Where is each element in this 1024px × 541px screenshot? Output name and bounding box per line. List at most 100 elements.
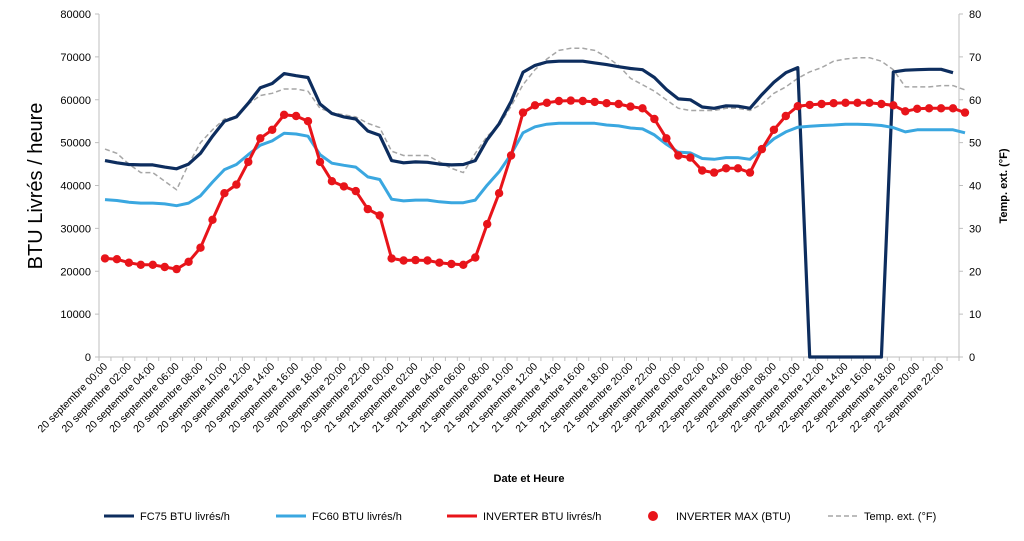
series-point: [100, 254, 110, 263]
series-point: [148, 260, 157, 269]
y2-tick-label: 0: [969, 352, 975, 364]
series-point: [913, 104, 922, 114]
y2-axis-title: Temp. ext. (°F): [998, 148, 1010, 223]
series-point: [447, 259, 456, 269]
series-point: [566, 96, 575, 105]
y2-tick-label: 70: [969, 52, 981, 64]
y-tick-label: 60000: [60, 95, 91, 107]
series-point: [542, 98, 552, 108]
series-point: [745, 168, 755, 177]
series-point: [483, 219, 492, 229]
series-point: [220, 189, 229, 198]
series-point: [590, 97, 599, 107]
y2-tick-label: 60: [969, 95, 981, 107]
legend-label: FC75 BTU livrés/h: [140, 511, 230, 523]
y2-tick-label: 20: [969, 266, 981, 278]
series-point: [256, 134, 265, 143]
y2-tick-label: 30: [969, 223, 981, 235]
series-point: [865, 98, 874, 108]
series-point: [279, 110, 289, 120]
y-tick-label: 30000: [60, 223, 91, 235]
series-point: [674, 151, 683, 160]
series-point: [901, 107, 910, 116]
series-point: [494, 189, 504, 198]
series-point: [160, 262, 169, 272]
series-point: [602, 99, 611, 108]
series-point: [698, 166, 707, 175]
x-axis-title: Date et Heure: [494, 473, 565, 485]
series-point: [232, 180, 241, 189]
series-point: [853, 98, 862, 108]
legend: FC75 BTU livrés/h FC60 BTU livrés/h INVERT…: [104, 511, 936, 523]
series-point: [733, 164, 743, 173]
y-axis-title: BTU Livrés / heure: [25, 103, 47, 270]
series-point: [626, 102, 635, 111]
y2-tick-label: 80: [969, 9, 981, 21]
series-point: [136, 260, 145, 269]
series-point: [805, 100, 814, 110]
series-point: [315, 157, 325, 167]
series-point: [375, 211, 384, 220]
series-point: [889, 101, 898, 110]
series-point: [423, 256, 432, 265]
series-point: [244, 157, 253, 167]
y2-tick-label: 50: [969, 138, 981, 150]
series-point: [793, 102, 802, 111]
series-point: [471, 253, 480, 262]
y-tick-label: 70000: [60, 52, 91, 64]
series-point: [112, 255, 122, 264]
series-point: [518, 108, 528, 117]
series-point: [578, 96, 587, 106]
series-point: [757, 144, 767, 154]
y-tick-label: 40000: [60, 181, 91, 193]
series-point: [339, 182, 349, 191]
series-point: [877, 99, 886, 109]
series-point: [399, 256, 408, 265]
legend-label: Temp. ext. (°F): [864, 511, 936, 523]
series-layer: [100, 47, 970, 359]
series-point: [351, 186, 360, 196]
y2-tick-label: 40: [969, 181, 981, 193]
series-point: [650, 114, 659, 124]
series-point: [769, 125, 779, 134]
series-point: [662, 134, 671, 143]
legend-label: INVERTER MAX (BTU): [676, 511, 791, 523]
series-point: [291, 111, 301, 121]
series-point: [554, 96, 564, 106]
series-point: [208, 215, 217, 224]
series-point: [435, 258, 444, 267]
series-point: [841, 98, 850, 108]
series-point: [303, 117, 313, 126]
series-point: [721, 164, 731, 173]
series-point: [363, 204, 372, 214]
series-point: [387, 254, 396, 263]
series-line-1: [104, 121, 966, 208]
series-point: [924, 104, 934, 113]
series-point: [829, 99, 838, 108]
legend-label: INVERTER BTU livrés/h: [483, 511, 601, 523]
series-point: [268, 125, 277, 134]
series-point: [184, 257, 193, 266]
series-point: [709, 168, 719, 177]
y-tick-label: 0: [85, 352, 91, 364]
series-line-0: [104, 59, 954, 359]
series-point: [614, 99, 623, 109]
series-point: [327, 177, 337, 186]
series-point: [124, 258, 134, 267]
series-point: [411, 255, 420, 265]
axes: 0 10000 20000 30000 40000 50000 60000 70000 8000…: [36, 9, 982, 435]
series-point: [686, 153, 695, 162]
series-point: [530, 101, 540, 110]
series-point: [960, 108, 970, 117]
y-tick-label: 10000: [60, 309, 91, 321]
legend-swatch: [648, 511, 658, 521]
series-point: [948, 104, 958, 113]
y-tick-label: 80000: [60, 9, 91, 21]
series-point: [936, 104, 946, 113]
series-point: [459, 260, 468, 269]
series-point: [638, 104, 647, 113]
series-point: [172, 264, 181, 274]
y2-tick-label: 10: [969, 309, 981, 321]
